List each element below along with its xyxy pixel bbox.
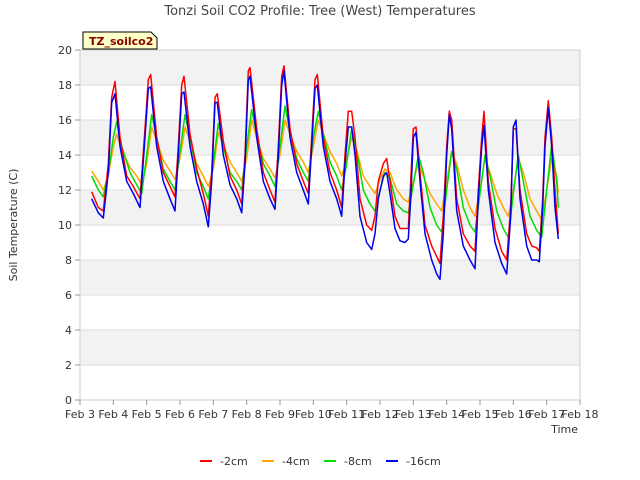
legend-label: -16cm: [406, 455, 441, 468]
plot-band: [80, 190, 580, 225]
x-tick-label: Feb 14: [428, 408, 465, 421]
legend-item: -16cm: [386, 455, 441, 468]
x-tick-label: Feb 13: [395, 408, 432, 421]
x-axis-title: Time: [550, 423, 578, 436]
plot-band: [80, 50, 580, 85]
y-tick-label: 18: [58, 79, 72, 92]
plot-band: [80, 295, 580, 330]
tag-label: TZ_soilco2: [89, 35, 153, 48]
plot-band: [80, 85, 580, 120]
y-tick-label: 0: [65, 394, 72, 407]
x-tick-label: Feb 4: [98, 408, 128, 421]
legend-label: -2cm: [220, 455, 248, 468]
series-line-minus-8cm: [91, 105, 560, 239]
x-tick-label: Feb 15: [462, 408, 499, 421]
y-tick-label: 20: [58, 44, 72, 57]
y-tick-label: 16: [58, 114, 72, 127]
y-tick-label: 12: [58, 184, 72, 197]
plot-bands: [80, 50, 580, 400]
plot-band: [80, 330, 580, 365]
y-tick-label: 10: [58, 219, 72, 232]
y-tick-label: 4: [65, 324, 72, 337]
series-lines: [91, 65, 560, 281]
y-tick-label: 14: [58, 149, 72, 162]
legend-label: -4cm: [282, 455, 310, 468]
legend: -2cm -4cm -8cm -16cm: [200, 455, 441, 468]
x-tick-label: Feb 7: [198, 408, 228, 421]
series-line-minus-16cm: [91, 70, 560, 281]
x-tick-label: Feb 6: [165, 408, 195, 421]
x-tick-label: Feb 18: [562, 408, 599, 421]
y-axis-ticks: 0 2 4 6 8 10 12 14 16 18 20: [58, 44, 80, 407]
x-axis-ticks: Feb 3 Feb 4 Feb 5 Feb 6 Feb 7 Feb 8 Feb 9 Feb 1…: [65, 400, 598, 421]
plot-band: [80, 260, 580, 295]
x-tick-label: Feb 16: [495, 408, 532, 421]
x-tick-label: Feb 12: [362, 408, 399, 421]
tag-label-box: TZ_soilco2: [82, 31, 158, 50]
x-tick-label: Feb 10: [295, 408, 332, 421]
x-tick-label: Feb 8: [232, 408, 262, 421]
y-tick-label: 8: [65, 254, 72, 267]
y-axis-title: Soil Temperature (C): [7, 169, 20, 282]
x-tick-label: Feb 11: [328, 408, 365, 421]
x-tick-label: Feb 9: [265, 408, 295, 421]
y-tick-label: 2: [65, 359, 72, 372]
legend-label: -8cm: [344, 455, 372, 468]
plot-band: [80, 120, 580, 155]
plot-band: [80, 225, 580, 260]
tag-label-background: [82, 31, 158, 50]
x-tick-label: Feb 5: [132, 408, 162, 421]
x-tick-label: Feb 3: [65, 408, 95, 421]
legend-item: -8cm: [324, 455, 372, 468]
plot-band: [80, 365, 580, 400]
legend-item: -4cm: [262, 455, 310, 468]
y-tick-label: 6: [65, 289, 72, 302]
x-tick-label: Feb 17: [528, 408, 565, 421]
legend-item: -2cm: [200, 455, 248, 468]
chart-title: Tonzi Soil CO2 Profile: Tree (West) Temp…: [163, 4, 476, 19]
